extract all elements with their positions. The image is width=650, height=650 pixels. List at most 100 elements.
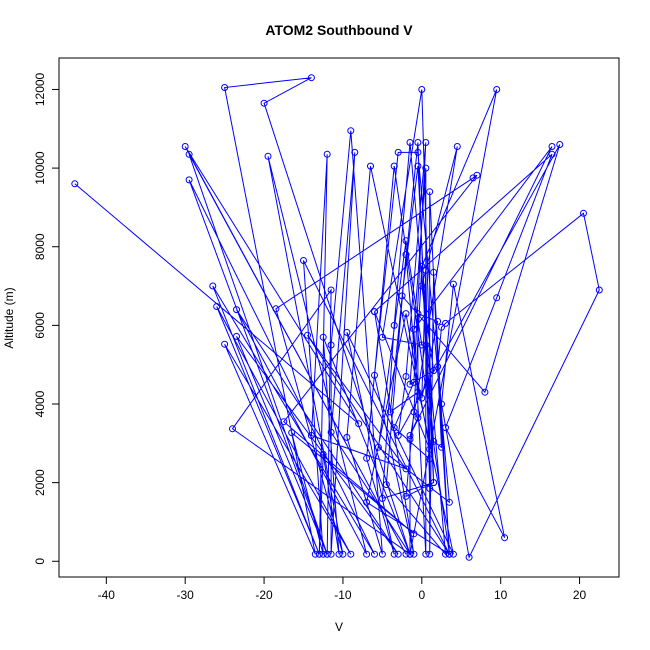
data-point <box>414 310 422 318</box>
data-point <box>481 388 489 396</box>
data-point <box>410 325 418 333</box>
data-point <box>343 433 351 441</box>
data-point <box>426 445 434 453</box>
series-layer <box>71 74 603 561</box>
y-tick-label: 4000 <box>33 390 47 417</box>
data-point <box>442 550 449 558</box>
data-point <box>363 454 371 462</box>
chart-title: ATOM2 Southbound V <box>265 22 413 38</box>
data-point <box>449 280 457 288</box>
y-tick-label: 12000 <box>33 72 47 106</box>
data-point <box>418 262 426 270</box>
x-tick-label: 0 <box>418 588 425 602</box>
data-point <box>422 164 430 172</box>
data-point <box>311 550 319 558</box>
data-point <box>465 553 473 561</box>
x-tick-label: -20 <box>255 588 273 602</box>
data-point <box>402 465 410 473</box>
x-tick-label: -40 <box>98 588 116 602</box>
data-point <box>394 148 402 156</box>
data-point <box>71 180 79 188</box>
data-point <box>406 550 414 558</box>
data-point <box>430 479 438 487</box>
data-point <box>233 332 240 340</box>
data-point <box>418 394 426 402</box>
data-point <box>339 550 347 558</box>
y-tick-label: 10000 <box>33 151 47 185</box>
data-point <box>323 550 331 558</box>
x-tick-label: 10 <box>494 588 508 602</box>
data-point <box>378 550 386 558</box>
data-point <box>382 481 390 489</box>
data-point <box>422 550 430 558</box>
data-point <box>371 371 378 379</box>
data-point <box>386 408 394 416</box>
data-point <box>402 237 410 245</box>
data-point <box>442 424 449 432</box>
data-point <box>449 550 457 558</box>
data-point <box>323 150 331 158</box>
data-point <box>351 148 359 156</box>
data-point <box>414 162 422 170</box>
data-point <box>414 148 422 156</box>
data-point <box>445 550 453 558</box>
data-point <box>430 437 438 445</box>
data-point <box>473 171 481 179</box>
y-tick-label: 0 <box>33 558 47 565</box>
data-point <box>390 550 398 558</box>
data-point <box>493 86 501 93</box>
data-point <box>430 367 438 375</box>
data-point <box>280 418 288 426</box>
data-point <box>347 127 355 135</box>
x-tick-label: -30 <box>177 588 195 602</box>
data-point <box>406 139 414 146</box>
data-point <box>327 428 335 436</box>
data-point <box>422 341 430 349</box>
data-point <box>426 485 434 492</box>
data-point <box>438 443 445 451</box>
data-point <box>426 550 434 558</box>
data-point <box>367 162 374 170</box>
data-point <box>363 550 371 558</box>
data-point <box>327 286 335 294</box>
y-axis-label: Altitude (m) <box>2 287 16 348</box>
data-point <box>185 150 193 158</box>
x-tick-label: 20 <box>573 588 587 602</box>
data-point <box>209 282 217 290</box>
data-point <box>414 139 422 146</box>
data-point <box>394 550 402 558</box>
data-point <box>402 251 410 259</box>
data-point <box>430 268 438 276</box>
data-point <box>398 292 406 300</box>
data-point <box>390 321 398 329</box>
data-point <box>221 84 229 91</box>
data-point <box>363 498 371 506</box>
data-point <box>422 139 430 146</box>
data-point <box>402 310 410 318</box>
data-point <box>390 162 398 170</box>
data-point <box>434 363 442 371</box>
data-point <box>426 455 434 463</box>
data-point <box>414 414 422 422</box>
data-point <box>418 86 426 93</box>
data-point <box>319 450 327 458</box>
data-point <box>426 188 434 196</box>
data-point <box>501 534 509 542</box>
data-point <box>371 550 378 558</box>
data-point <box>315 550 323 558</box>
data-point <box>355 420 363 428</box>
x-tick-label: -10 <box>334 588 352 602</box>
data-point <box>442 319 449 327</box>
data-point <box>445 498 453 506</box>
data-point <box>371 308 378 316</box>
data-point <box>319 333 327 341</box>
data-point <box>402 550 410 558</box>
data-point <box>422 266 430 274</box>
data-point <box>410 530 418 538</box>
data-point <box>418 341 426 349</box>
data-point <box>453 143 461 150</box>
data-point <box>335 550 343 558</box>
data-point <box>548 143 556 150</box>
